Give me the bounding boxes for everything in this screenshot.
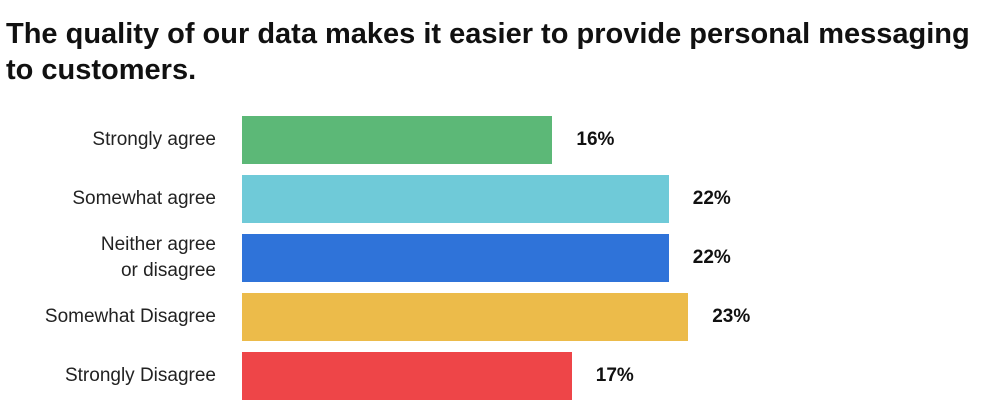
category-label: Strongly agree bbox=[92, 129, 216, 150]
value-label: 16% bbox=[576, 129, 615, 150]
bar bbox=[242, 116, 553, 164]
bar bbox=[242, 293, 689, 341]
value-label: 17% bbox=[595, 365, 634, 386]
bar bbox=[242, 234, 669, 282]
category-label: Strongly Disagree bbox=[64, 365, 216, 386]
value-label: 22% bbox=[692, 188, 731, 209]
bar bbox=[242, 175, 669, 223]
category-label: Neither agree or disagree bbox=[100, 234, 216, 281]
chart-title: The quality of our data makes it easier … bbox=[6, 18, 970, 86]
category-label: Somewhat Disagree bbox=[44, 306, 216, 327]
value-label: 22% bbox=[692, 247, 731, 268]
value-label: 23% bbox=[712, 306, 751, 327]
bar bbox=[242, 352, 572, 400]
category-label: Somewhat agree bbox=[72, 188, 216, 209]
